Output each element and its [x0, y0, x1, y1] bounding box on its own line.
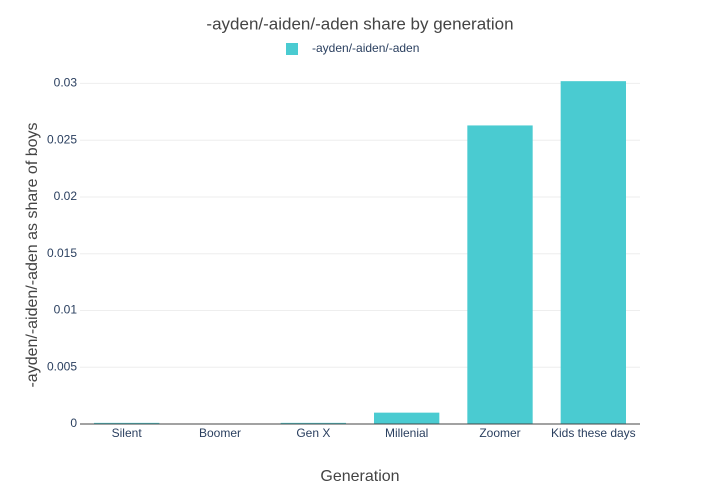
y-axis-title: -ayden/-aiden/-aden as share of boys — [24, 122, 41, 387]
x-tick-label: Silent — [112, 426, 143, 440]
bar — [374, 412, 440, 424]
x-tick-label: Kids these days — [551, 426, 636, 440]
x-axis-title: Generation — [320, 468, 399, 485]
y-tick-label: 0.015 — [47, 246, 77, 260]
legend-swatch — [286, 43, 298, 55]
y-tick-label: 0.025 — [47, 132, 77, 146]
y-tick-label: 0 — [70, 416, 77, 430]
bar — [467, 125, 533, 424]
chart-title: -ayden/-aiden/-aden share by generation — [206, 14, 513, 33]
y-tick-label: 0.01 — [54, 303, 78, 317]
x-tick-label: Boomer — [199, 426, 241, 440]
y-tick-label: 0.03 — [54, 76, 78, 90]
x-tick-label: Millenial — [385, 426, 428, 440]
y-tick-label: 0.005 — [47, 359, 77, 373]
legend-label: -ayden/-aiden/-aden — [312, 41, 419, 55]
y-tick-label: 0.02 — [54, 189, 78, 203]
bar — [94, 422, 160, 424]
x-tick-label: Zoomer — [479, 426, 520, 440]
bar — [280, 422, 346, 424]
x-tick-label: Gen X — [296, 426, 330, 440]
bar — [560, 81, 626, 425]
